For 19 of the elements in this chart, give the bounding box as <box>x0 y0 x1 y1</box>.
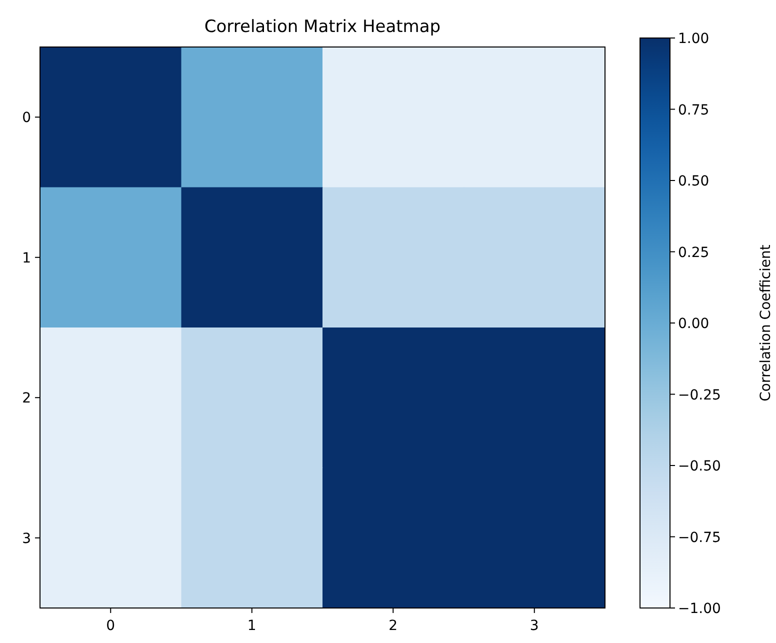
color-bar-label: 0.75 <box>678 102 710 118</box>
x-tick-label: 3 <box>530 618 539 634</box>
y-tick-label: 0 <box>22 110 31 126</box>
chart-title: Correlation Matrix Heatmap <box>204 17 441 37</box>
color-bar-label: 0.50 <box>678 174 710 190</box>
y-tick-label: 3 <box>22 530 31 547</box>
x-tick-label: 0 <box>106 618 116 634</box>
color-bar-label: −0.75 <box>678 530 721 546</box>
color-bar-label: −0.25 <box>678 387 721 404</box>
color-bar-title: Correlation Coefficient <box>758 244 774 402</box>
color-bar-label: 0.25 <box>678 244 710 261</box>
y-tick-label: 1 <box>22 250 31 266</box>
color-bar-label: −1.00 <box>678 601 721 617</box>
x-tick-label: 2 <box>388 618 398 634</box>
color-bar-label: −0.50 <box>678 458 721 474</box>
color-bar-label: 1.00 <box>678 31 710 47</box>
y-tick-label: 2 <box>22 390 31 407</box>
x-tick-label: 1 <box>247 618 256 634</box>
color-bar-label: 0.00 <box>678 316 710 332</box>
